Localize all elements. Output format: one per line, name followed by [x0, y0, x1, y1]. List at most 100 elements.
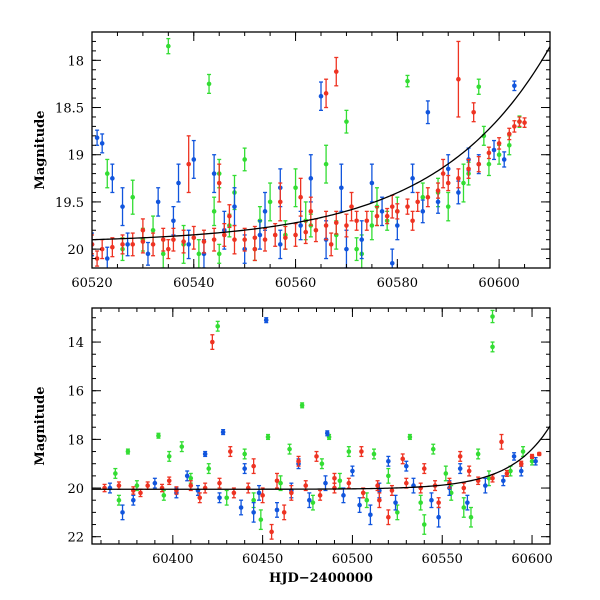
data-point-green	[211, 196, 217, 227]
data-point-blue	[357, 497, 362, 514]
top-panel-data	[92, 37, 550, 268]
data-point-red	[421, 463, 427, 475]
data-point-red	[166, 476, 172, 486]
data-point-green	[430, 443, 436, 455]
data-point-green	[371, 448, 377, 460]
data-point-blue	[436, 506, 441, 528]
data-point-red	[323, 78, 329, 109]
data-point-red	[456, 40, 461, 118]
data-point-green	[293, 168, 298, 208]
data-point-red	[436, 497, 441, 509]
data-point-green	[386, 467, 391, 484]
data-point-red	[389, 484, 395, 496]
x-tick-label: 60600	[478, 276, 519, 291]
data-point-green	[354, 237, 359, 262]
data-point-green	[405, 74, 410, 88]
data-point-green	[104, 158, 110, 189]
data-point-red	[349, 191, 354, 222]
data-point-green	[443, 465, 449, 482]
data-point-blue	[389, 248, 395, 268]
data-point-blue	[120, 504, 125, 521]
data-point-red	[171, 227, 176, 252]
data-point-red	[131, 486, 136, 495]
data-point-red	[252, 237, 258, 262]
data-point-red	[188, 480, 194, 492]
bottom-panel-y-axis-label: Magnitude	[33, 386, 48, 465]
data-point-red	[277, 182, 283, 222]
data-point-red	[471, 102, 476, 123]
data-point-red	[328, 232, 334, 257]
data-point-blue	[491, 139, 497, 161]
top-panel-y-axis-label: Magnitude	[33, 110, 48, 189]
data-point-green	[445, 191, 451, 222]
data-point-blue	[220, 428, 226, 436]
data-point-green	[319, 458, 325, 470]
data-point-green	[113, 467, 118, 479]
top-panel-ticks: 60520 60540 60560 60580 60600 18 18.5 19 19.5 20	[55, 31, 551, 291]
data-point-blue	[359, 220, 365, 260]
data-point-green	[344, 109, 349, 134]
data-point-red	[94, 250, 100, 267]
data-point-red	[222, 222, 227, 247]
data-point-blue	[104, 246, 110, 268]
data-point-green	[265, 433, 271, 441]
data-point-red	[504, 469, 510, 478]
data-point-blue	[257, 220, 263, 250]
data-point-red	[445, 174, 451, 192]
data-point-blue	[323, 475, 328, 492]
data-point-red	[536, 451, 542, 457]
data-point-red	[518, 460, 524, 467]
data-point-green	[242, 147, 247, 172]
x-tick-label: 60580	[377, 276, 418, 291]
data-point-green	[216, 243, 222, 264]
data-point-blue	[184, 470, 190, 482]
data-point-blue	[120, 187, 125, 227]
bottom-panel-data	[92, 309, 550, 540]
data-point-blue	[429, 492, 434, 509]
data-point-red	[210, 334, 215, 351]
data-point-red	[344, 213, 349, 238]
data-point-green	[476, 78, 482, 95]
data-point-blue	[386, 455, 391, 467]
x-tick-label: 60560	[275, 276, 316, 291]
data-point-red	[191, 225, 197, 250]
data-point-blue	[368, 504, 373, 526]
data-point-blue	[350, 465, 355, 477]
y-tick-label: 19	[67, 149, 84, 164]
data-point-red	[303, 480, 309, 492]
data-point-green	[258, 509, 264, 531]
data-point-red	[389, 194, 395, 219]
data-point-red	[374, 205, 380, 227]
data-point-blue	[274, 501, 280, 518]
data-point-red	[384, 207, 390, 225]
data-point-blue	[324, 430, 330, 437]
data-point-red	[197, 492, 203, 504]
data-point-red	[529, 453, 535, 460]
data-point-red	[186, 135, 191, 194]
data-point-green	[242, 448, 247, 460]
data-point-green	[337, 472, 343, 489]
data-point-red	[160, 227, 166, 252]
x-tick-label: 60550	[422, 552, 463, 567]
data-point-green	[125, 448, 131, 455]
data-point-red	[456, 168, 461, 189]
data-point-red	[333, 56, 339, 87]
x-tick-label: 60400	[152, 552, 193, 567]
data-point-red	[425, 187, 431, 208]
y-tick-label: 20	[67, 482, 84, 497]
data-point-red	[283, 225, 288, 250]
data-point-blue	[242, 463, 247, 475]
data-point-red	[440, 158, 446, 189]
data-point-red	[110, 237, 115, 258]
data-point-green	[520, 446, 526, 458]
data-point-blue	[152, 477, 158, 489]
data-point-red	[227, 204, 232, 229]
y-tick-label: 20	[67, 243, 84, 258]
data-point-green	[490, 341, 495, 353]
data-point-red	[512, 120, 517, 133]
y-tick-label: 14	[67, 336, 84, 351]
data-point-red	[359, 446, 364, 458]
data-point-blue	[318, 81, 324, 112]
data-point-red	[314, 450, 319, 462]
